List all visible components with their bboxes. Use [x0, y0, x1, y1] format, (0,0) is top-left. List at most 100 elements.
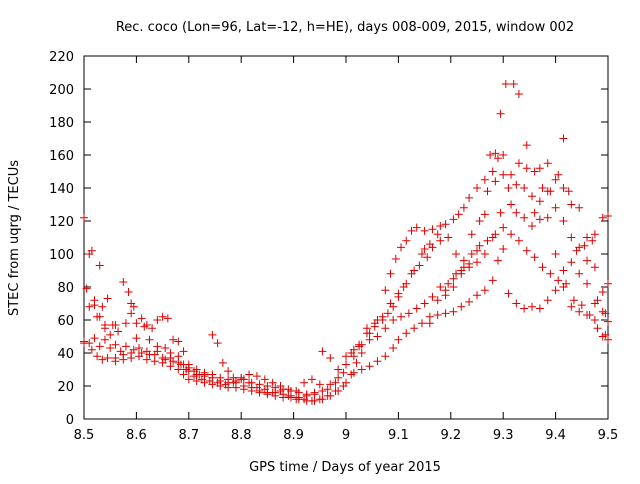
data-point [357, 349, 366, 357]
data-point [475, 241, 484, 250]
data-point [588, 236, 597, 245]
data-point [491, 149, 500, 158]
data-point [150, 350, 159, 359]
x-axis-label: GPS time / Days of year 2015 [249, 460, 441, 475]
data-point [496, 208, 505, 217]
data-point [135, 344, 144, 353]
data-point [514, 159, 523, 168]
y-tick-label: 60 [57, 314, 74, 329]
data-point [590, 316, 599, 324]
data-point [483, 236, 492, 245]
data-point [184, 375, 193, 384]
data-point [292, 386, 301, 395]
data-point [239, 385, 248, 394]
data-point [564, 187, 573, 196]
data-point [467, 250, 476, 258]
data-point [326, 391, 335, 400]
y-tick-label: 80 [57, 281, 74, 296]
data-point [307, 375, 316, 384]
data-point [535, 215, 544, 224]
data-point [318, 395, 327, 404]
x-tick-label: 8.6 [126, 428, 147, 443]
data-point [583, 279, 592, 288]
data-point [467, 230, 476, 239]
data-point [473, 258, 481, 267]
data-point [425, 240, 434, 249]
data-point [480, 286, 489, 295]
data-point [473, 184, 481, 192]
data-point [514, 89, 523, 98]
data-point [224, 367, 233, 376]
data-point [402, 329, 411, 338]
data-point [326, 380, 335, 389]
data-point [410, 266, 419, 275]
data-point [551, 250, 560, 258]
data-points [80, 80, 612, 405]
data-point [496, 109, 505, 118]
data-point [334, 373, 343, 382]
data-point [127, 349, 136, 357]
data-point [255, 388, 264, 397]
data-point [334, 386, 343, 395]
data-point [82, 284, 91, 293]
data-point [326, 353, 335, 362]
data-point [407, 226, 416, 235]
data-point [355, 342, 364, 351]
data-point [554, 170, 563, 179]
data-point [507, 230, 516, 239]
data-point [457, 302, 466, 311]
data-point [491, 177, 500, 186]
y-tick-label: 140 [49, 182, 74, 197]
data-point [365, 335, 374, 344]
data-point [260, 375, 269, 384]
data-point [284, 385, 293, 394]
data-point [100, 335, 109, 344]
data-point [179, 370, 188, 379]
x-tick-label: 9.2 [440, 428, 461, 443]
data-point [342, 352, 350, 361]
data-point [300, 378, 309, 387]
data-point [441, 286, 450, 295]
y-tick-label: 220 [49, 50, 74, 65]
data-point [473, 246, 481, 255]
data-point [397, 243, 406, 252]
data-point [218, 358, 227, 367]
data-point [507, 170, 516, 179]
data-point [279, 393, 288, 402]
data-point [590, 230, 599, 239]
data-point [148, 324, 157, 333]
data-point [444, 279, 453, 288]
data-point [197, 375, 206, 384]
data-point [604, 279, 612, 288]
data-point [247, 386, 256, 395]
data-point [465, 297, 474, 306]
data-point [252, 372, 261, 381]
data-point [323, 385, 332, 394]
data-point [512, 208, 521, 217]
data-point [604, 212, 612, 221]
data-point [111, 340, 120, 349]
data-point [263, 382, 272, 390]
data-point [318, 347, 327, 356]
data-point [436, 283, 445, 291]
axes: 0 20 40 60 80 100 120 140 160 180 200 220 8.5 8.6 8.7 8… [49, 50, 618, 443]
data-point [567, 233, 576, 242]
data-point [302, 390, 311, 399]
data-point [420, 299, 429, 308]
data-point [522, 246, 531, 255]
data-point [95, 342, 104, 351]
data-point [373, 332, 382, 341]
data-point [247, 378, 256, 387]
data-point [512, 299, 521, 308]
data-point [357, 365, 366, 374]
data-point [237, 373, 246, 382]
data-point [163, 314, 172, 323]
data-point [522, 164, 531, 173]
data-point [551, 286, 560, 295]
data-point [575, 269, 584, 278]
data-point [480, 250, 489, 258]
data-point [174, 337, 183, 346]
data-point [229, 378, 238, 387]
data-point [412, 223, 421, 232]
